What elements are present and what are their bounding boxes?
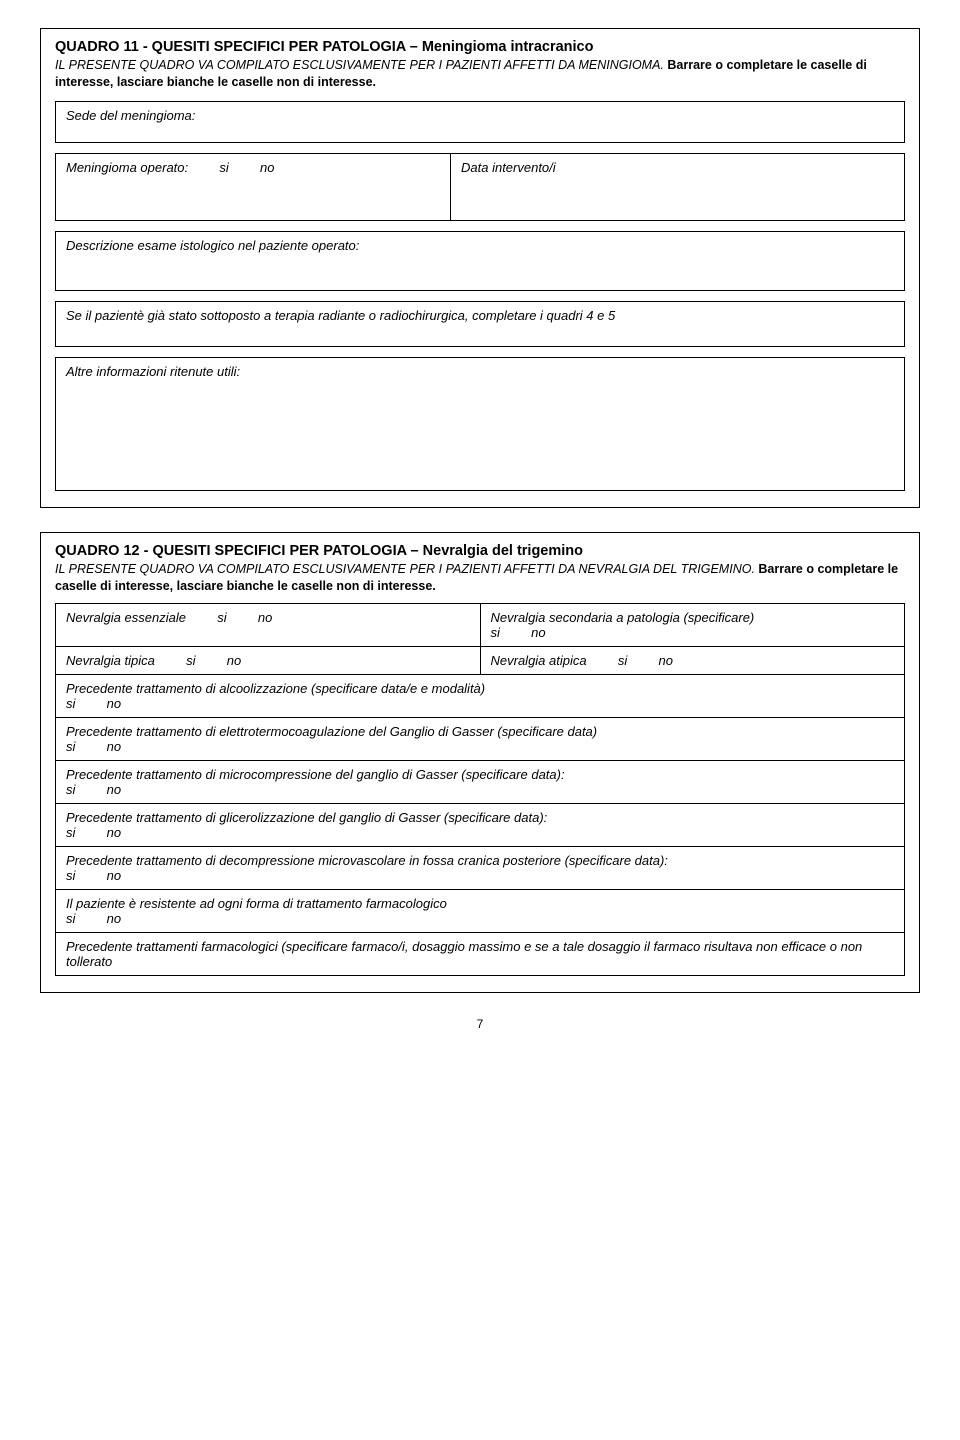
r6-no: no [107, 825, 121, 840]
sede-label: Sede del meningioma: [66, 108, 195, 123]
r1c1-label: Nevralgia essenziale [66, 610, 186, 625]
table-row: Precedente trattamenti farmacologici (sp… [56, 932, 905, 975]
r2c2-label: Nevralgia atipica [491, 653, 587, 668]
table-row: Il paziente è resistente ad ogni forma d… [56, 889, 905, 932]
table-row: Nevralgia essenziale si no Nevralgia sec… [56, 603, 905, 646]
operato-no: no [260, 160, 274, 175]
table-row: Precedente trattamento di elettrotermoco… [56, 717, 905, 760]
sede-meningioma-box: Sede del meningioma: [55, 101, 905, 143]
r2c1-no: no [227, 653, 241, 668]
decompressione-cell: Precedente trattamento di decompressione… [56, 846, 905, 889]
r7-si: si [66, 868, 75, 883]
r4-no: no [107, 739, 121, 754]
r1c2-no: no [531, 625, 545, 640]
altre-label: Altre informazioni ritenute utili: [66, 364, 240, 379]
descrizione-box: Descrizione esame istologico nel pazient… [55, 231, 905, 291]
r1c1-no: no [258, 610, 272, 625]
table-row: Precedente trattamento di microcompressi… [56, 760, 905, 803]
r5-si: si [66, 782, 75, 797]
data-intervento-label: Data intervento/i [461, 160, 556, 175]
r3-no: no [107, 696, 121, 711]
operato-si: si [219, 160, 228, 175]
panel12-subtitle-italic: IL PRESENTE QUADRO VA COMPILATO ESCLUSIV… [55, 562, 755, 576]
terapia-label: Se il pazientè già stato sottoposto a te… [66, 308, 615, 323]
operato-label: Meningioma operato: [66, 160, 188, 175]
r8-no: no [107, 911, 121, 926]
r2c1-label: Nevralgia tipica [66, 653, 155, 668]
terapia-box: Se il pazientè già stato sottoposto a te… [55, 301, 905, 347]
r4-label: Precedente trattamento di elettrotermoco… [66, 724, 597, 739]
r2c2-no: no [659, 653, 673, 668]
r8-label: Il paziente è resistente ad ogni forma d… [66, 896, 447, 911]
panel11-subtitle: IL PRESENTE QUADRO VA COMPILATO ESCLUSIV… [55, 57, 905, 91]
microcompressione-cell: Precedente trattamento di microcompressi… [56, 760, 905, 803]
panel11-subtitle-italic: IL PRESENTE QUADRO VA COMPILATO ESCLUSIV… [55, 58, 664, 72]
table-row: Precedente trattamento di alcoolizzazion… [56, 674, 905, 717]
farmacologici-cell: Precedente trattamenti farmacologici (sp… [56, 932, 905, 975]
elettrotermo-cell: Precedente trattamento di elettrotermoco… [56, 717, 905, 760]
r9-label: Precedente trattamenti farmacologici (sp… [66, 939, 862, 969]
r4-si: si [66, 739, 75, 754]
table-row: Precedente trattamento di decompressione… [56, 846, 905, 889]
r2c2-si: si [618, 653, 627, 668]
r7-label: Precedente trattamento di decompressione… [66, 853, 668, 868]
r1c1-si: si [217, 610, 226, 625]
page-number: 7 [40, 1017, 920, 1031]
nevralgia-tipica-cell: Nevralgia tipica si no [56, 646, 481, 674]
resistente-cell: Il paziente è resistente ad ogni forma d… [56, 889, 905, 932]
descrizione-label: Descrizione esame istologico nel pazient… [66, 238, 359, 253]
nevralgia-atipica-cell: Nevralgia atipica si no [480, 646, 905, 674]
panel12-title: QUADRO 12 - QUESITI SPECIFICI PER PATOLO… [55, 543, 905, 559]
r3-label: Precedente trattamento di alcoolizzazion… [66, 681, 485, 696]
panel-quadro-11: QUADRO 11 - QUESITI SPECIFICI PER PATOLO… [40, 28, 920, 508]
r7-no: no [107, 868, 121, 883]
r1c2-si: si [491, 625, 500, 640]
table-row: Precedente trattamento di glicerolizzazi… [56, 803, 905, 846]
r5-no: no [107, 782, 121, 797]
r3-si: si [66, 696, 75, 711]
r6-si: si [66, 825, 75, 840]
table-row: Nevralgia tipica si no Nevralgia atipica… [56, 646, 905, 674]
nevralgia-table: Nevralgia essenziale si no Nevralgia sec… [55, 603, 905, 976]
panel-quadro-12: QUADRO 12 - QUESITI SPECIFICI PER PATOLO… [40, 532, 920, 993]
nevralgia-essenziale-cell: Nevralgia essenziale si no [56, 603, 481, 646]
glicerolizzazione-cell: Precedente trattamento di glicerolizzazi… [56, 803, 905, 846]
r8-si: si [66, 911, 75, 926]
alcoolizzazione-cell: Precedente trattamento di alcoolizzazion… [56, 674, 905, 717]
r6-label: Precedente trattamento di glicerolizzazi… [66, 810, 547, 825]
r2c1-si: si [186, 653, 195, 668]
nevralgia-secondaria-cell: Nevralgia secondaria a patologia (specif… [480, 603, 905, 646]
altre-info-box: Altre informazioni ritenute utili: [55, 357, 905, 491]
r1c2-label: Nevralgia secondaria a patologia (specif… [491, 610, 755, 625]
panel12-subtitle: IL PRESENTE QUADRO VA COMPILATO ESCLUSIV… [55, 561, 905, 595]
panel11-title: QUADRO 11 - QUESITI SPECIFICI PER PATOLO… [55, 39, 905, 55]
data-intervento-cell: Data intervento/i [450, 153, 905, 221]
r5-label: Precedente trattamento di microcompressi… [66, 767, 565, 782]
operato-cell: Meningioma operato: si no [55, 153, 450, 221]
operato-row: Meningioma operato: si no Data intervent… [55, 153, 905, 221]
